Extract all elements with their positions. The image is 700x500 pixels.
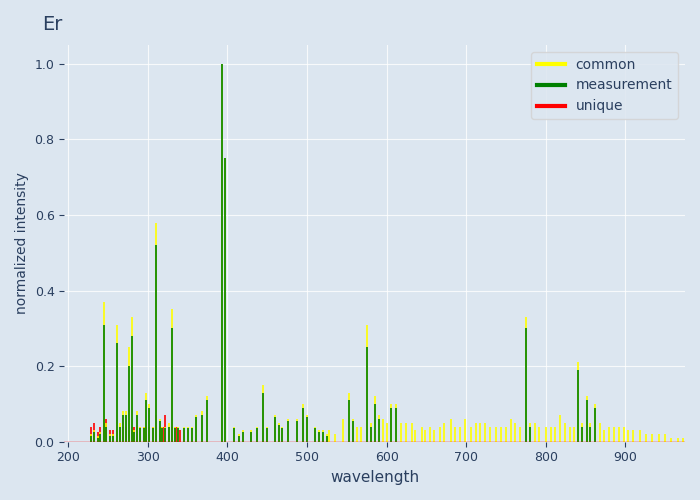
Text: Er: Er bbox=[42, 15, 62, 34]
X-axis label: wavelength: wavelength bbox=[330, 470, 419, 485]
Y-axis label: normalized intensity: normalized intensity bbox=[15, 172, 29, 314]
Legend: common, measurement, unique: common, measurement, unique bbox=[531, 52, 678, 119]
